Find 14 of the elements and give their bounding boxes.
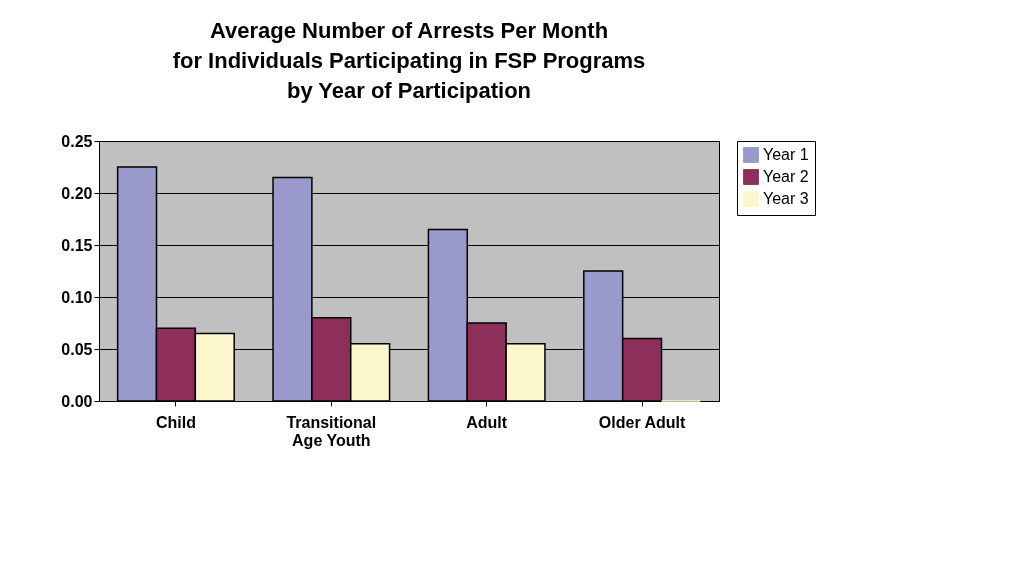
legend-label: Year 3 bbox=[763, 190, 809, 207]
chart-title: Average Number of Arrests Per Month for Individuals Participating in FSP Programs by Year of Participation bbox=[172, 18, 646, 103]
y-tick-label: 0.15 bbox=[61, 236, 93, 254]
y-tick-label: 0.00 bbox=[61, 392, 93, 410]
y-tick-label: 0.05 bbox=[61, 340, 93, 358]
x-tick-label: Older Adult bbox=[598, 413, 687, 431]
y-tick-label: 0.20 bbox=[61, 184, 93, 202]
y-tick-label: 0.25 bbox=[61, 132, 93, 150]
x-tick-label: Transitional Age Youth bbox=[286, 413, 377, 449]
y-tick-label: 0.10 bbox=[61, 288, 93, 306]
legend-label: Year 2 bbox=[763, 168, 809, 185]
x-tick-label: Adult bbox=[466, 413, 508, 431]
legend-label: Year 1 bbox=[763, 146, 809, 163]
x-tick-label: Child bbox=[155, 413, 196, 431]
